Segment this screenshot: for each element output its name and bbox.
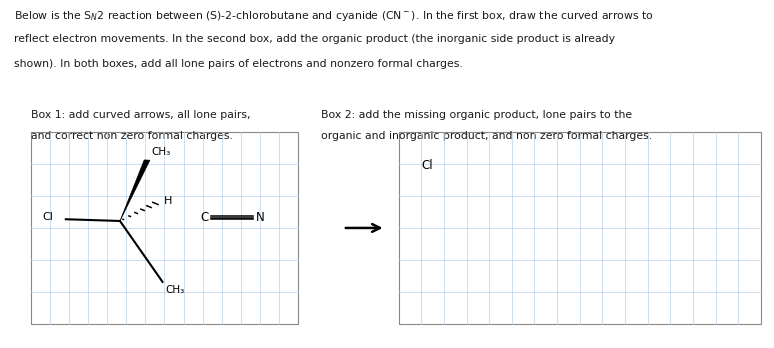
Text: CH₃: CH₃ [166, 285, 185, 295]
Text: N: N [255, 211, 264, 224]
Text: Cl: Cl [422, 159, 433, 172]
Bar [399, 132, 761, 324]
Text: organic and inorganic product, and non zero formal charges.: organic and inorganic product, and non z… [321, 131, 652, 141]
Text: shown). In both boxes, add all lone pairs of electrons and nonzero formal charge: shown). In both boxes, add all lone pair… [14, 59, 463, 69]
Text: and correct non zero formal charges.: and correct non zero formal charges. [31, 131, 233, 141]
Text: Below is the S$_N$2 reaction between (S)-2-chlorobutane and cyanide (CN$^-$). In: Below is the S$_N$2 reaction between (S)… [14, 9, 653, 23]
Text: C: C [200, 211, 209, 224]
Polygon shape [120, 160, 150, 221]
Text: reflect electron movements. In the second box, add the organic product (the inor: reflect electron movements. In the secon… [14, 34, 615, 44]
Text: Cl: Cl [43, 213, 53, 222]
Bar [31, 132, 298, 324]
Text: CH₃: CH₃ [151, 147, 170, 157]
Text: Box 2: add the missing organic product, lone pairs to the: Box 2: add the missing organic product, … [321, 110, 632, 120]
Text: H: H [164, 196, 173, 206]
Text: Box 1: add curved arrows, all lone pairs,: Box 1: add curved arrows, all lone pairs… [31, 110, 251, 120]
